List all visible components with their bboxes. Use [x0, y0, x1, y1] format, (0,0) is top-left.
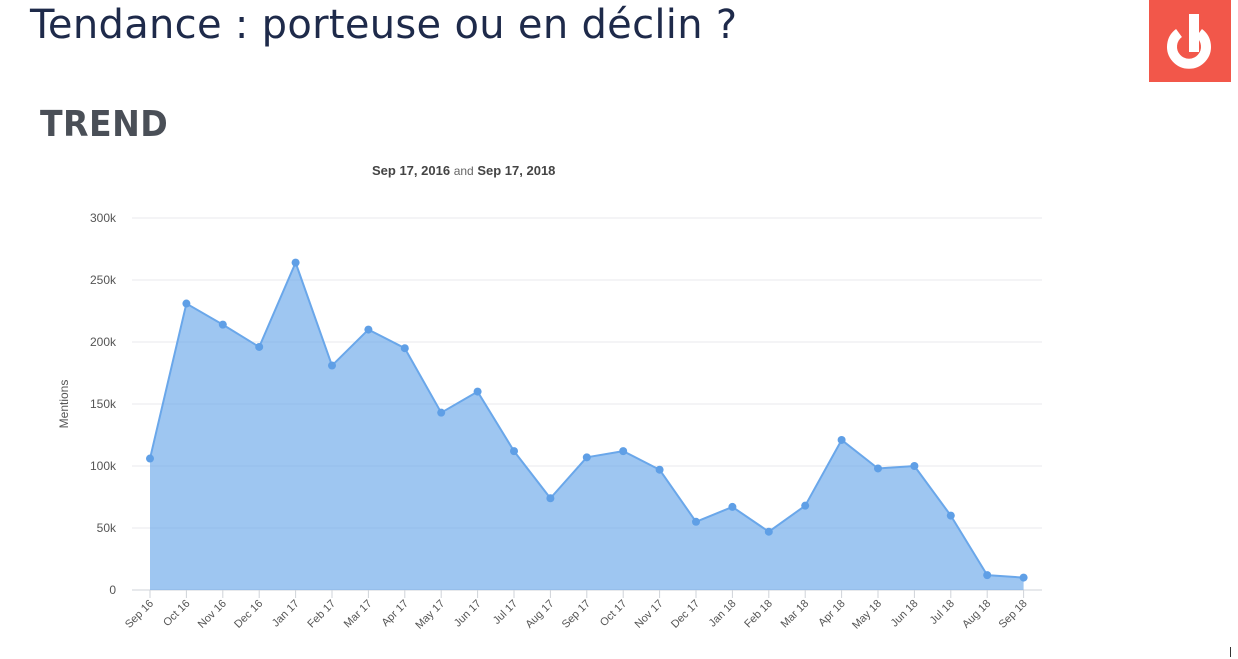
slide-title: Tendance : porteuse ou en déclin ? — [30, 2, 738, 48]
x-tick-label: Sep 16 — [123, 598, 156, 631]
y-tick-label: 100k — [90, 459, 117, 473]
subtitle-conjunction: and — [453, 164, 474, 178]
y-tick-label: 150k — [90, 397, 117, 411]
y-tick-label: 200k — [90, 335, 117, 349]
x-tick-label: Sep 17 — [560, 598, 593, 631]
brand-logo-icon — [1149, 0, 1231, 82]
subtitle-end-date: Sep 17, 2018 — [477, 163, 556, 178]
data-point — [1019, 573, 1028, 582]
x-tick-label: Feb 17 — [305, 598, 338, 631]
y-tick-label: 250k — [90, 273, 117, 287]
x-tick-label: Mar 18 — [779, 598, 812, 631]
x-tick-label: Jun 18 — [889, 598, 921, 630]
y-tick-label: 300k — [90, 211, 117, 225]
section-heading: TREND — [40, 104, 169, 145]
x-tick-label: Nov 16 — [196, 598, 229, 631]
x-tick-label: Oct 16 — [161, 598, 192, 629]
data-point — [546, 494, 555, 503]
x-tick-label: Oct 17 — [598, 598, 629, 629]
data-point — [437, 408, 446, 417]
x-tick-label: Dec 17 — [669, 598, 702, 631]
data-point — [328, 361, 336, 370]
x-tick-label: Jan 18 — [707, 598, 739, 630]
x-tick-label: Apr 17 — [380, 598, 411, 629]
x-tick-label: Feb 18 — [742, 598, 775, 631]
x-tick-label: May 17 — [413, 598, 447, 632]
data-point — [473, 387, 482, 396]
data-point — [364, 325, 373, 334]
data-point — [910, 462, 919, 470]
data-point — [255, 342, 264, 351]
data-point — [146, 454, 154, 463]
data-point — [182, 299, 191, 308]
x-tick-label: Apr 18 — [816, 598, 847, 629]
y-tick-label: 50k — [97, 521, 117, 535]
data-point — [400, 344, 409, 353]
data-point — [801, 501, 810, 510]
data-point — [837, 435, 846, 444]
x-tick-label: Mar 17 — [342, 598, 375, 631]
x-tick-label: Aug 17 — [523, 598, 556, 631]
data-point — [582, 453, 591, 462]
data-point — [728, 502, 737, 511]
x-tick-label: Jan 17 — [270, 598, 302, 630]
data-point — [764, 527, 773, 536]
data-point — [692, 517, 700, 526]
series-area — [150, 262, 1024, 590]
subtitle-start-date: Sep 17, 2016 — [372, 163, 451, 178]
x-tick-label: Dec 16 — [232, 598, 265, 631]
data-point — [510, 447, 518, 456]
x-tick-label: Jul 17 — [491, 598, 520, 627]
x-tick-label: Jul 18 — [928, 598, 957, 627]
data-point — [946, 511, 955, 520]
brand-logo-mark — [1167, 14, 1211, 69]
x-tick-label: Nov 17 — [633, 598, 666, 631]
data-point — [874, 464, 882, 473]
x-tick-label: Jun 17 — [452, 598, 484, 630]
x-tick-label: Aug 18 — [960, 598, 993, 631]
x-tick-label: Sep 18 — [997, 598, 1030, 631]
chart-subtitle: Sep 17, 2016 and Sep 17, 2018 — [372, 163, 555, 178]
y-axis-title: Mentions — [57, 380, 71, 429]
x-tick-label: May 18 — [850, 598, 884, 632]
data-point — [218, 320, 227, 329]
data-point — [619, 447, 628, 456]
slide-edge-mark — [1230, 647, 1231, 657]
y-tick-label: 0 — [109, 583, 116, 597]
data-point — [291, 258, 300, 267]
data-point — [983, 571, 992, 580]
data-point — [655, 465, 664, 474]
